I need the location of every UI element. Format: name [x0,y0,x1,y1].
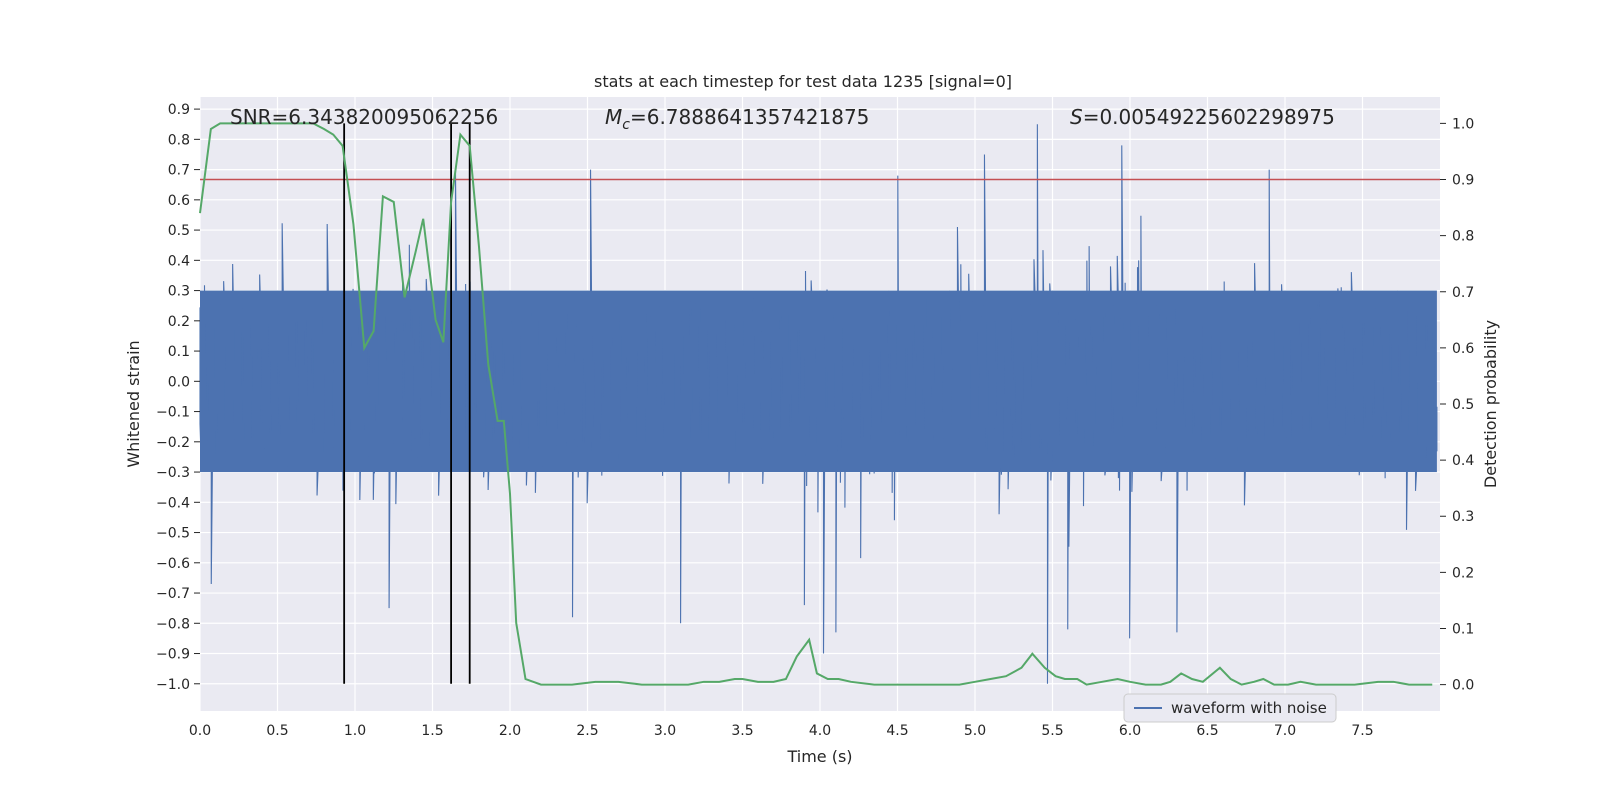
y2-tick-label-10: 1.0 [1452,116,1474,132]
x-tick-label-7: 3.5 [731,723,753,739]
y-axis-label: Whitened strain [124,340,143,467]
y-tick-label-2: −0.8 [156,616,190,632]
waveform-layer [199,124,1438,684]
x-axis-label: Time (s) [786,747,852,766]
mc-subscript: c [622,117,630,133]
y-tick-label-7: −0.3 [156,465,190,481]
detection-probability-line [199,122,1433,686]
y-tick-label-11: 0.1 [168,344,190,360]
mc-value: =6.7888641357421875 [630,105,869,129]
y-tick-label-18: 0.8 [168,132,190,148]
x-tick-layer: 0.0 0.5 1.0 1.5 2.0 2.5 3.0 3.5 4.0 4.5 5.0 5.5 6.0 6… [189,723,1374,739]
mc-symbol: M [605,105,622,129]
x-tick-label-12: 6.0 [1119,723,1141,739]
x-tick-label-3: 1.5 [421,723,443,739]
legend-box [1123,693,1337,723]
y2-axis-label: Detection probability [1481,320,1500,488]
y2-tick-label-0: 0.0 [1452,678,1474,694]
y2-tick-label-4: 0.4 [1452,453,1474,469]
y-tick-label-15: 0.5 [168,223,190,239]
y2-tick-label-6: 0.6 [1452,341,1474,357]
x-tick-label-4: 2.0 [499,723,521,739]
y-tick-label-3: −0.7 [156,586,190,602]
s-annotation: S=0.00549225602298975 [1070,105,1335,129]
y-tick-label-12: 0.2 [168,314,190,330]
y2-tick-label-9: 0.9 [1452,173,1474,189]
y-tick-label-16: 0.6 [168,193,190,209]
x-tick-label-11: 5.5 [1041,723,1063,739]
y-tick-label-19: 0.9 [168,102,190,118]
snr-annotation: SNR=6.343820095062256 [230,105,498,129]
y-tick-label-0: −1.0 [156,677,190,693]
x-tick-label-10: 5.0 [964,723,986,739]
y2-tick-layer: 0.0 0.1 0.2 0.3 0.4 0.5 0.6 0.7 0.8 0.9 1.0 [1440,116,1474,694]
y2-tick-label-7: 0.7 [1452,285,1474,301]
y-tick-label-10: 0.0 [168,374,190,390]
s-value: =0.00549225602298975 [1083,105,1335,129]
y-tick-label-8: −0.2 [156,435,190,451]
s-symbol: S [1070,105,1083,129]
x-tick-label-6: 3.0 [654,723,676,739]
y-tick-label-5: −0.5 [156,526,190,542]
y-tick-label-13: 0.3 [168,284,190,300]
y-tick-label-17: 0.7 [168,163,190,179]
y-tick-label-1: −0.9 [156,647,190,663]
x-tick-label-13: 6.5 [1196,723,1218,739]
x-tick-label-2: 1.0 [344,723,366,739]
y-tick-label-9: −0.1 [156,405,190,421]
x-tick-label-5: 2.5 [576,723,598,739]
y-tick-label-6: −0.4 [156,495,190,511]
x-tick-label-14: 7.0 [1274,723,1296,739]
x-tick-label-0: 0.0 [189,723,211,739]
chart-title: stats at each timestep for test data 123… [594,72,1012,91]
x-tick-label-9: 4.5 [886,723,908,739]
x-tick-label-15: 7.5 [1351,723,1373,739]
y-tick-label-4: −0.6 [156,556,190,572]
x-tick-label-8: 4.0 [809,723,831,739]
y2-tick-label-5: 0.5 [1452,397,1474,413]
y2-tick-label-3: 0.3 [1452,509,1474,525]
legend: waveform with noise [1123,693,1337,723]
legend-entry-waveform: waveform with noise [1171,699,1327,717]
waveform-with-noise-line [199,124,1438,684]
y-tick-layer: −1.0 −0.9 −0.8 −0.7 −0.6 −0.5 −0.4 −0.3 −0.2 −0.1… [156,102,200,693]
mc-annotation: Mc=6.7888641357421875 [605,105,869,133]
probability-layer [199,122,1433,686]
y2-tick-label-8: 0.8 [1452,229,1474,245]
y2-tick-label-2: 0.2 [1452,565,1474,581]
y2-tick-label-1: 0.1 [1452,621,1474,637]
y-tick-label-14: 0.4 [168,253,190,269]
x-tick-label-1: 0.5 [266,723,288,739]
